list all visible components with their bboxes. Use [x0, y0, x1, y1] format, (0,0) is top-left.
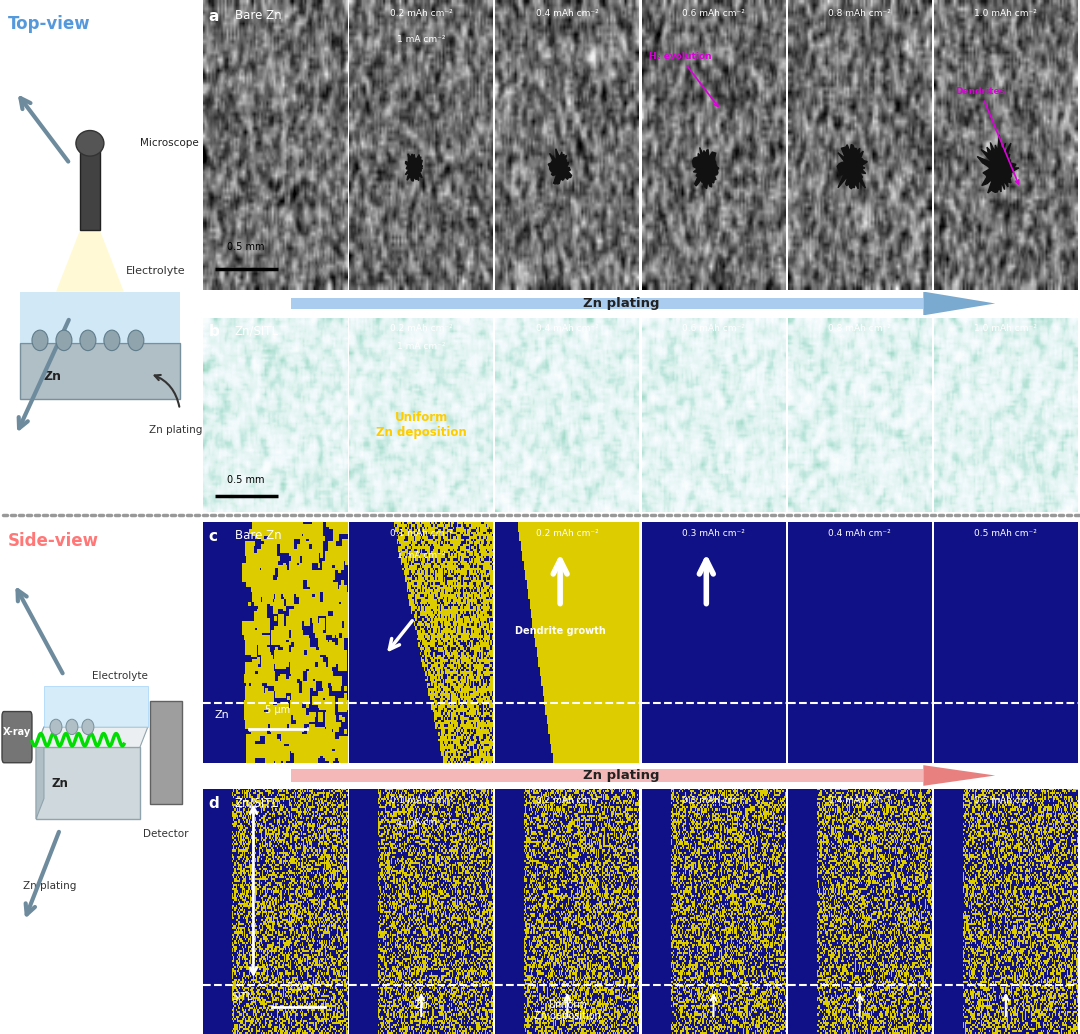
Text: Zn: Zn — [415, 1000, 428, 1009]
Text: 0.5 mAh cm⁻²: 0.5 mAh cm⁻² — [974, 796, 1037, 805]
Text: 0.3 mAh cm⁻²: 0.3 mAh cm⁻² — [683, 529, 745, 539]
Polygon shape — [21, 343, 180, 399]
Ellipse shape — [82, 720, 94, 734]
Text: SITL: SITL — [232, 993, 254, 1002]
Text: 0.4 mAh cm⁻²: 0.4 mAh cm⁻² — [536, 8, 598, 18]
Text: 0.4 mAh cm⁻²: 0.4 mAh cm⁻² — [828, 529, 891, 539]
FancyBboxPatch shape — [44, 686, 148, 727]
Text: 0.8 mAh cm⁻²: 0.8 mAh cm⁻² — [828, 8, 891, 18]
Polygon shape — [36, 727, 44, 819]
Text: Detector: Detector — [143, 829, 189, 840]
Text: 0.2 mAh cm⁻²: 0.2 mAh cm⁻² — [390, 8, 453, 18]
Text: 1.0 mAh cm⁻²: 1.0 mAh cm⁻² — [974, 8, 1037, 18]
Polygon shape — [36, 727, 148, 748]
Text: 0.5 mm: 0.5 mm — [228, 242, 265, 252]
Text: Dendrites: Dendrites — [956, 87, 1018, 184]
Text: Microscope: Microscope — [140, 139, 199, 148]
Text: Bare Zn: Bare Zn — [234, 529, 282, 543]
Text: Zn/SITL: Zn/SITL — [234, 325, 279, 337]
Text: 1 mA cm⁻²: 1 mA cm⁻² — [397, 818, 445, 827]
Text: H₂ evolution: H₂ evolution — [649, 52, 718, 107]
FancyBboxPatch shape — [291, 298, 923, 309]
Text: Dendrite growth: Dendrite growth — [515, 626, 606, 636]
FancyBboxPatch shape — [80, 149, 100, 231]
Text: 0.5 mm: 0.5 mm — [228, 475, 265, 485]
Ellipse shape — [66, 720, 78, 734]
Text: d: d — [208, 796, 219, 812]
Text: Zn plating: Zn plating — [583, 297, 660, 310]
Text: 1.0 mAh cm⁻²: 1.0 mAh cm⁻² — [974, 325, 1037, 333]
FancyBboxPatch shape — [2, 711, 32, 763]
Text: Zn: Zn — [215, 710, 229, 720]
Text: b: b — [208, 325, 219, 339]
Text: 0.3 mAh cm⁻²: 0.3 mAh cm⁻² — [683, 796, 745, 805]
Ellipse shape — [80, 330, 96, 351]
Polygon shape — [923, 292, 996, 315]
Ellipse shape — [56, 330, 72, 351]
Text: Zn plating: Zn plating — [583, 769, 660, 782]
Text: a: a — [208, 8, 219, 24]
Polygon shape — [977, 134, 1018, 193]
Polygon shape — [837, 145, 867, 189]
Text: Zn/SITL: Zn/SITL — [234, 796, 279, 810]
Text: 0.4 mAh cm⁻²: 0.4 mAh cm⁻² — [828, 796, 891, 805]
FancyBboxPatch shape — [150, 701, 181, 803]
Polygon shape — [549, 149, 571, 184]
Text: 0.6 mAh cm⁻²: 0.6 mAh cm⁻² — [683, 325, 745, 333]
Text: Side-view: Side-view — [8, 533, 99, 550]
Text: 0.2 mAh cm⁻²: 0.2 mAh cm⁻² — [536, 529, 598, 539]
Polygon shape — [56, 231, 124, 292]
Text: 0.5 mAh cm⁻²: 0.5 mAh cm⁻² — [974, 529, 1037, 539]
Text: Zn plating: Zn plating — [24, 881, 77, 890]
Text: 1 mA cm⁻²: 1 mA cm⁻² — [397, 35, 445, 43]
FancyBboxPatch shape — [291, 769, 923, 782]
Text: 5 μm: 5 μm — [266, 705, 291, 714]
Text: Top-view: Top-view — [8, 16, 91, 33]
Text: Electrolyte: Electrolyte — [92, 671, 148, 680]
Ellipse shape — [50, 720, 62, 734]
Text: X-ray: X-ray — [3, 727, 31, 737]
Polygon shape — [405, 154, 422, 181]
FancyBboxPatch shape — [36, 748, 140, 819]
Text: Electrolyte: Electrolyte — [126, 267, 186, 276]
Text: 0.8 mAh cm⁻²: 0.8 mAh cm⁻² — [828, 325, 891, 333]
Text: Uniform
Zn deposition: Uniform Zn deposition — [534, 1000, 600, 1022]
Text: Bare Zn: Bare Zn — [234, 8, 282, 22]
FancyBboxPatch shape — [21, 292, 180, 343]
Ellipse shape — [104, 330, 120, 351]
Ellipse shape — [127, 330, 144, 351]
Text: 0.2 mAh cm⁻²: 0.2 mAh cm⁻² — [390, 325, 453, 333]
Ellipse shape — [76, 130, 104, 156]
Ellipse shape — [32, 330, 48, 351]
Text: 0.4 mAh cm⁻²: 0.4 mAh cm⁻² — [536, 325, 598, 333]
Text: 0.2 mAh cm⁻²: 0.2 mAh cm⁻² — [536, 796, 598, 805]
Text: Zn plating: Zn plating — [149, 425, 203, 435]
Text: Zn: Zn — [52, 777, 68, 790]
Text: c: c — [208, 529, 218, 544]
Polygon shape — [923, 765, 996, 786]
Text: Uniform
Zn deposition: Uniform Zn deposition — [376, 410, 467, 438]
Text: 0.6 mAh cm⁻²: 0.6 mAh cm⁻² — [683, 8, 745, 18]
Text: 0.1 mAh cm⁻²: 0.1 mAh cm⁻² — [390, 796, 453, 805]
Text: Zn: Zn — [44, 370, 62, 383]
Polygon shape — [692, 148, 719, 188]
Text: 0.1 mAh cm⁻²: 0.1 mAh cm⁻² — [390, 529, 453, 539]
Text: 5 μm: 5 μm — [287, 982, 312, 993]
Text: 1 mA cm⁻²: 1 mA cm⁻² — [397, 341, 445, 351]
Text: 1 mA cm⁻²: 1 mA cm⁻² — [397, 551, 445, 560]
